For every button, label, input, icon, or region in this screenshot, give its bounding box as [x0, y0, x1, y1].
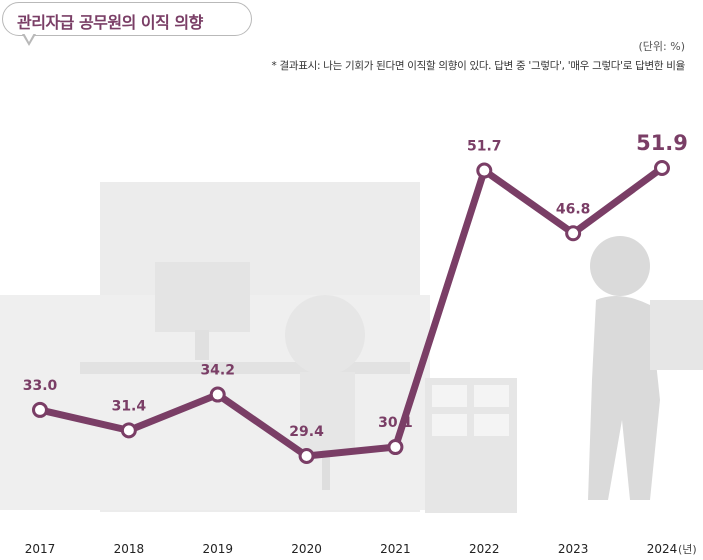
title-bubble-tail	[22, 33, 36, 46]
data-point-2024	[654, 160, 670, 176]
chart-title: 관리자급 공무원의 이직 의향	[17, 13, 203, 32]
data-label-2021: 30.1	[378, 415, 413, 431]
data-point-2020	[298, 448, 315, 464]
unit-label: (단위: %)	[638, 40, 685, 53]
data-point-2018	[120, 422, 137, 439]
x-tick-2022: 2022	[469, 542, 500, 556]
data-label-2018: 31.4	[112, 398, 147, 414]
data-label-2024: 51.9	[636, 131, 688, 155]
data-label-2019: 34.2	[200, 363, 235, 379]
title-bubble: 관리자급 공무원의 이직 의향	[2, 2, 252, 36]
data-points	[32, 160, 670, 464]
x-tick-2019: 2019	[202, 542, 233, 556]
x-tick-2023: 2023	[558, 542, 589, 556]
data-label-2023: 46.8	[556, 201, 591, 217]
data-point-2019	[209, 386, 226, 403]
person-carrying-box-illustration	[588, 236, 703, 500]
x-axis-unit: (년)	[678, 543, 697, 556]
office-background-illustration	[0, 182, 517, 513]
x-tick-2024: 2024	[647, 542, 678, 556]
data-point-2017	[32, 401, 48, 418]
x-tick-2021: 2021	[380, 542, 411, 556]
x-tick-2017: 2017	[25, 542, 56, 556]
data-point-2022	[476, 162, 493, 179]
data-labels: 33.0 31.4 34.2 29.4 30.1 51.7 46.8 51.9	[23, 131, 688, 440]
series-line	[36, 164, 666, 460]
x-tick-2020: 2020	[291, 542, 322, 556]
data-point-2021	[387, 439, 404, 456]
footnote: * 결과표시: 나는 기회가 된다면 이직할 의향이 있다. 답변 중 '그렇다…	[271, 60, 686, 72]
x-tick-2018: 2018	[114, 542, 145, 556]
data-point-2023	[565, 225, 582, 242]
data-label-2017: 33.0	[23, 378, 58, 394]
data-label-2020: 29.4	[289, 424, 324, 440]
x-axis-ticks: 2017 2018 2019 2020 2021 2022 2023 2024 (년)	[25, 542, 697, 556]
data-label-2022: 51.7	[467, 139, 502, 155]
